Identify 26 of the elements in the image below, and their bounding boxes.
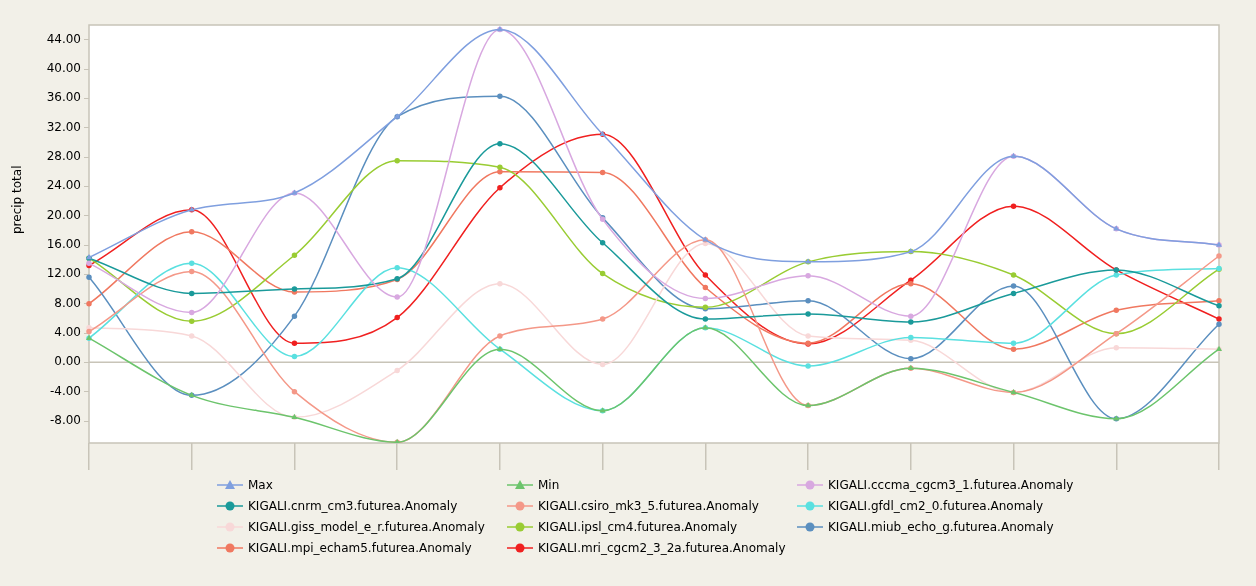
legend-label: KIGALI.gfdl_cm2_0.futurea.Anomaly bbox=[828, 499, 1044, 513]
legend-label: KIGALI.mpi_echam5.futurea.Anomaly bbox=[248, 541, 472, 555]
y-tick-label: 4.00 bbox=[54, 325, 81, 340]
y-tick-label: 28.00 bbox=[46, 149, 81, 164]
y-tick-label: 16.00 bbox=[46, 237, 81, 252]
y-tick-label: -4.00 bbox=[49, 383, 81, 398]
y-tick-label: 40.00 bbox=[46, 61, 81, 76]
legend-label: KIGALI.ipsl_cm4.futurea.Anomaly bbox=[538, 520, 738, 534]
y-tick-label: -8.00 bbox=[49, 413, 81, 428]
y-tick-label: 44.00 bbox=[46, 31, 81, 46]
legend-label: KIGALI.giss_model_e_r.futurea.Anomaly bbox=[248, 520, 485, 534]
legend-label: Min bbox=[538, 478, 560, 492]
y-tick-label: 12.00 bbox=[46, 266, 81, 281]
y-axis-title: precip total bbox=[10, 165, 24, 234]
legend-label: KIGALI.cccma_cgcm3_1.futurea.Anomaly bbox=[828, 478, 1074, 492]
y-tick-label: 8.00 bbox=[54, 295, 81, 310]
legend-label: KIGALI.csiro_mk3_5.futurea.Anomaly bbox=[538, 499, 759, 513]
legend-label: KIGALI.cnrm_cm3.futurea.Anomaly bbox=[248, 499, 458, 513]
y-tick-label: 36.00 bbox=[46, 90, 81, 105]
y-tick-label: 24.00 bbox=[46, 178, 81, 193]
y-tick-label: 20.00 bbox=[46, 207, 81, 222]
legend-label: Max bbox=[248, 478, 273, 492]
y-tick-label: 32.00 bbox=[46, 119, 81, 134]
legend-label: KIGALI.miub_echo_g.futurea.Anomaly bbox=[828, 520, 1054, 534]
y-tick-label: 0.00 bbox=[54, 354, 81, 369]
legend-label: KIGALI.mri_cgcm2_3_2a.futurea.Anomaly bbox=[538, 541, 786, 555]
